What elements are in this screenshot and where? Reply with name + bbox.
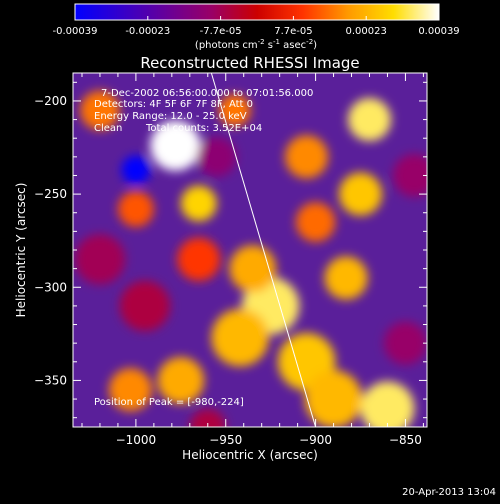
emission-map [74, 90, 427, 427]
emission-blob [121, 155, 151, 185]
y-tick-label: −200 [34, 94, 67, 108]
axis-ticks: −1000 −950 −900 −850 −200 −250 −300 −350 [34, 73, 427, 447]
colorbar-units: (photons cm-2 s-1 asec-2) [195, 38, 317, 51]
chart-title: Reconstructed RHESSI Image [140, 54, 359, 72]
emission-blob [157, 357, 205, 404]
colorbar-tick-label: 7.7e-05 [274, 26, 312, 37]
emission-blob [80, 90, 120, 131]
emission-blob [119, 280, 171, 332]
colorbar [74, 3, 440, 21]
emission-blob [150, 120, 201, 171]
detectors-label: Detectors: 4F 5F 6F 7F 8F, Att 0 [94, 99, 253, 110]
y-axis-label: Heliocentric Y (arcsec) [14, 183, 28, 318]
emission-blob [392, 153, 427, 198]
total-counts-label: Total counts: 3.52E+04 [145, 123, 262, 134]
emission-blob [229, 245, 277, 292]
clean-label: Clean [94, 123, 122, 134]
colorbar-tick-label: -0.00023 [125, 26, 170, 37]
emission-blob [295, 202, 336, 242]
energy-range-label: Energy Range: 12.0 - 25.0 keV [94, 111, 247, 122]
emission-blob [177, 237, 221, 281]
emission-blob [117, 191, 154, 227]
y-tick-label: −350 [34, 373, 67, 387]
x-tick-label: −950 [209, 433, 242, 447]
emission-blob [360, 381, 415, 427]
emission-blob [74, 234, 126, 285]
emission-blob [383, 321, 427, 365]
colorbar-tick-label: -0.00039 [53, 26, 98, 37]
emission-blob [338, 172, 383, 216]
emission-blob [285, 135, 329, 179]
time-range-label: 7-Dec-2002 06:56:00.000 to 07:01:56.000 [101, 88, 313, 99]
y-tick-label: −300 [34, 280, 67, 294]
x-tick-label: −1000 [116, 433, 157, 447]
colorbar-tick-label: -7.7e-05 [200, 26, 242, 37]
emission-blob [108, 368, 153, 412]
x-axis-label: Heliocentric X (arcsec) [182, 448, 318, 462]
emission-blob [304, 370, 363, 427]
emission-blob [196, 137, 237, 177]
y-tick-label: −250 [34, 187, 67, 201]
image-area [73, 73, 427, 427]
emission-blob [347, 98, 392, 142]
x-tick-label: −850 [389, 433, 422, 447]
emission-blob [189, 409, 226, 427]
emission-blob [211, 308, 269, 367]
emission-blob [180, 185, 217, 222]
colorbar-tick-label: 0.00023 [346, 26, 387, 37]
emission-blob [218, 94, 251, 127]
emission-blob [324, 256, 368, 300]
colorbar-tick-label: 0.00039 [418, 26, 459, 37]
solar-limb-line [210, 73, 317, 427]
timestamp-label: 20-Apr-2013 13:04 [402, 487, 496, 498]
peak-position-label: Position of Peak = [-980,-224] [94, 397, 244, 408]
colorbar-ticks: -0.00039 -0.00023 -7.7e-05 7.7e-05 0.00023 0.… [53, 16, 460, 37]
x-tick-label: −900 [299, 433, 332, 447]
